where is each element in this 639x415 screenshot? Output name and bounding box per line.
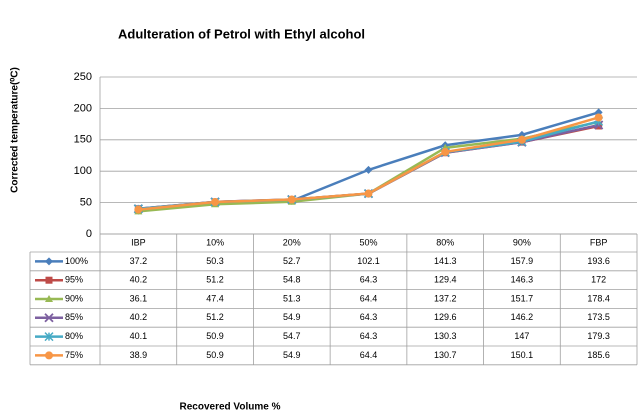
marker (364, 189, 373, 198)
table-value: 40.2 (130, 312, 148, 322)
table-value: 130.7 (434, 350, 457, 360)
table-value: 150.1 (511, 350, 534, 360)
table-value: 54.9 (283, 350, 301, 360)
x-tick-label: 50% (359, 237, 377, 247)
table-value: 147 (514, 331, 529, 341)
table-value: 193.6 (587, 256, 610, 266)
x-tick-label: 90% (513, 237, 531, 247)
legend-label: 75% (65, 350, 83, 360)
marker (364, 165, 373, 174)
marker (211, 198, 220, 207)
table-value: 141.3 (434, 256, 457, 266)
table-value: 51.3 (283, 293, 301, 303)
x-tick-label: 80% (436, 237, 454, 247)
x-tick-label: 10% (206, 237, 224, 247)
marker (517, 135, 526, 144)
table-value: 102.1 (357, 256, 380, 266)
table-value: 64.3 (360, 312, 378, 322)
y-tick-label: 100 (74, 165, 92, 177)
legend-marker (45, 351, 53, 360)
legend-marker (45, 276, 53, 284)
table-value: 172 (591, 275, 606, 285)
y-tick-label: 150 (74, 134, 92, 146)
table-value: 40.1 (130, 331, 148, 341)
marker (287, 195, 296, 204)
table-value: 129.6 (434, 312, 457, 322)
legend-label: 85% (65, 312, 83, 322)
table-value: 37.2 (130, 256, 148, 266)
table-value: 146.3 (511, 275, 534, 285)
legend-label: 80% (65, 331, 83, 341)
legend-marker (45, 257, 53, 266)
legend-label: 95% (65, 275, 83, 285)
table-value: 179.3 (587, 331, 610, 341)
y-tick-label: 50 (80, 197, 92, 209)
table-value: 64.4 (360, 293, 378, 303)
table-value: 50.9 (206, 331, 224, 341)
legend-marker (44, 313, 54, 323)
table-value: 178.4 (587, 293, 610, 303)
table-value: 54.8 (283, 275, 301, 285)
table-value: 173.5 (587, 312, 610, 322)
y-tick-label: 250 (74, 71, 92, 83)
table-value: 185.6 (587, 350, 610, 360)
table-value: 36.1 (130, 293, 148, 303)
table-value: 64.3 (360, 275, 378, 285)
y-axis-label: Corrected temperature(⁰C) (10, 67, 21, 193)
table-value: 47.4 (206, 293, 224, 303)
table-value: 151.7 (511, 293, 534, 303)
x-tick-label: IBP (131, 237, 146, 247)
table-value: 64.3 (360, 331, 378, 341)
table-value: 54.9 (283, 312, 301, 322)
table-value: 51.2 (206, 275, 224, 285)
x-tick-label: FBP (590, 237, 608, 247)
table-value: 50.9 (206, 350, 224, 360)
x-axis-label: Recovered Volume % (180, 402, 281, 413)
table-value: 38.9 (130, 350, 148, 360)
legend-marker (44, 332, 54, 342)
table-value: 130.3 (434, 331, 457, 341)
chart-title: Adulteration of Petrol with Ethyl alcoho… (118, 26, 365, 41)
table-value: 137.2 (434, 293, 457, 303)
legend-label: 100% (65, 256, 88, 266)
marker (594, 113, 603, 122)
table-value: 50.3 (206, 256, 224, 266)
table-value: 54.7 (283, 331, 301, 341)
table-value: 64.4 (360, 350, 378, 360)
marker (134, 205, 143, 214)
table-value: 51.2 (206, 312, 224, 322)
x-tick-label: 20% (283, 237, 301, 247)
table-value: 157.9 (511, 256, 534, 266)
table-value: 146.2 (511, 312, 534, 322)
y-tick-label: 200 (74, 102, 92, 114)
table-value: 40.2 (130, 275, 148, 285)
legend-marker (45, 295, 53, 302)
table-value: 52.7 (283, 256, 301, 266)
y-tick-label: 0 (86, 228, 92, 240)
table-value: 129.4 (434, 275, 457, 285)
marker (441, 147, 450, 156)
legend-label: 90% (65, 293, 83, 303)
